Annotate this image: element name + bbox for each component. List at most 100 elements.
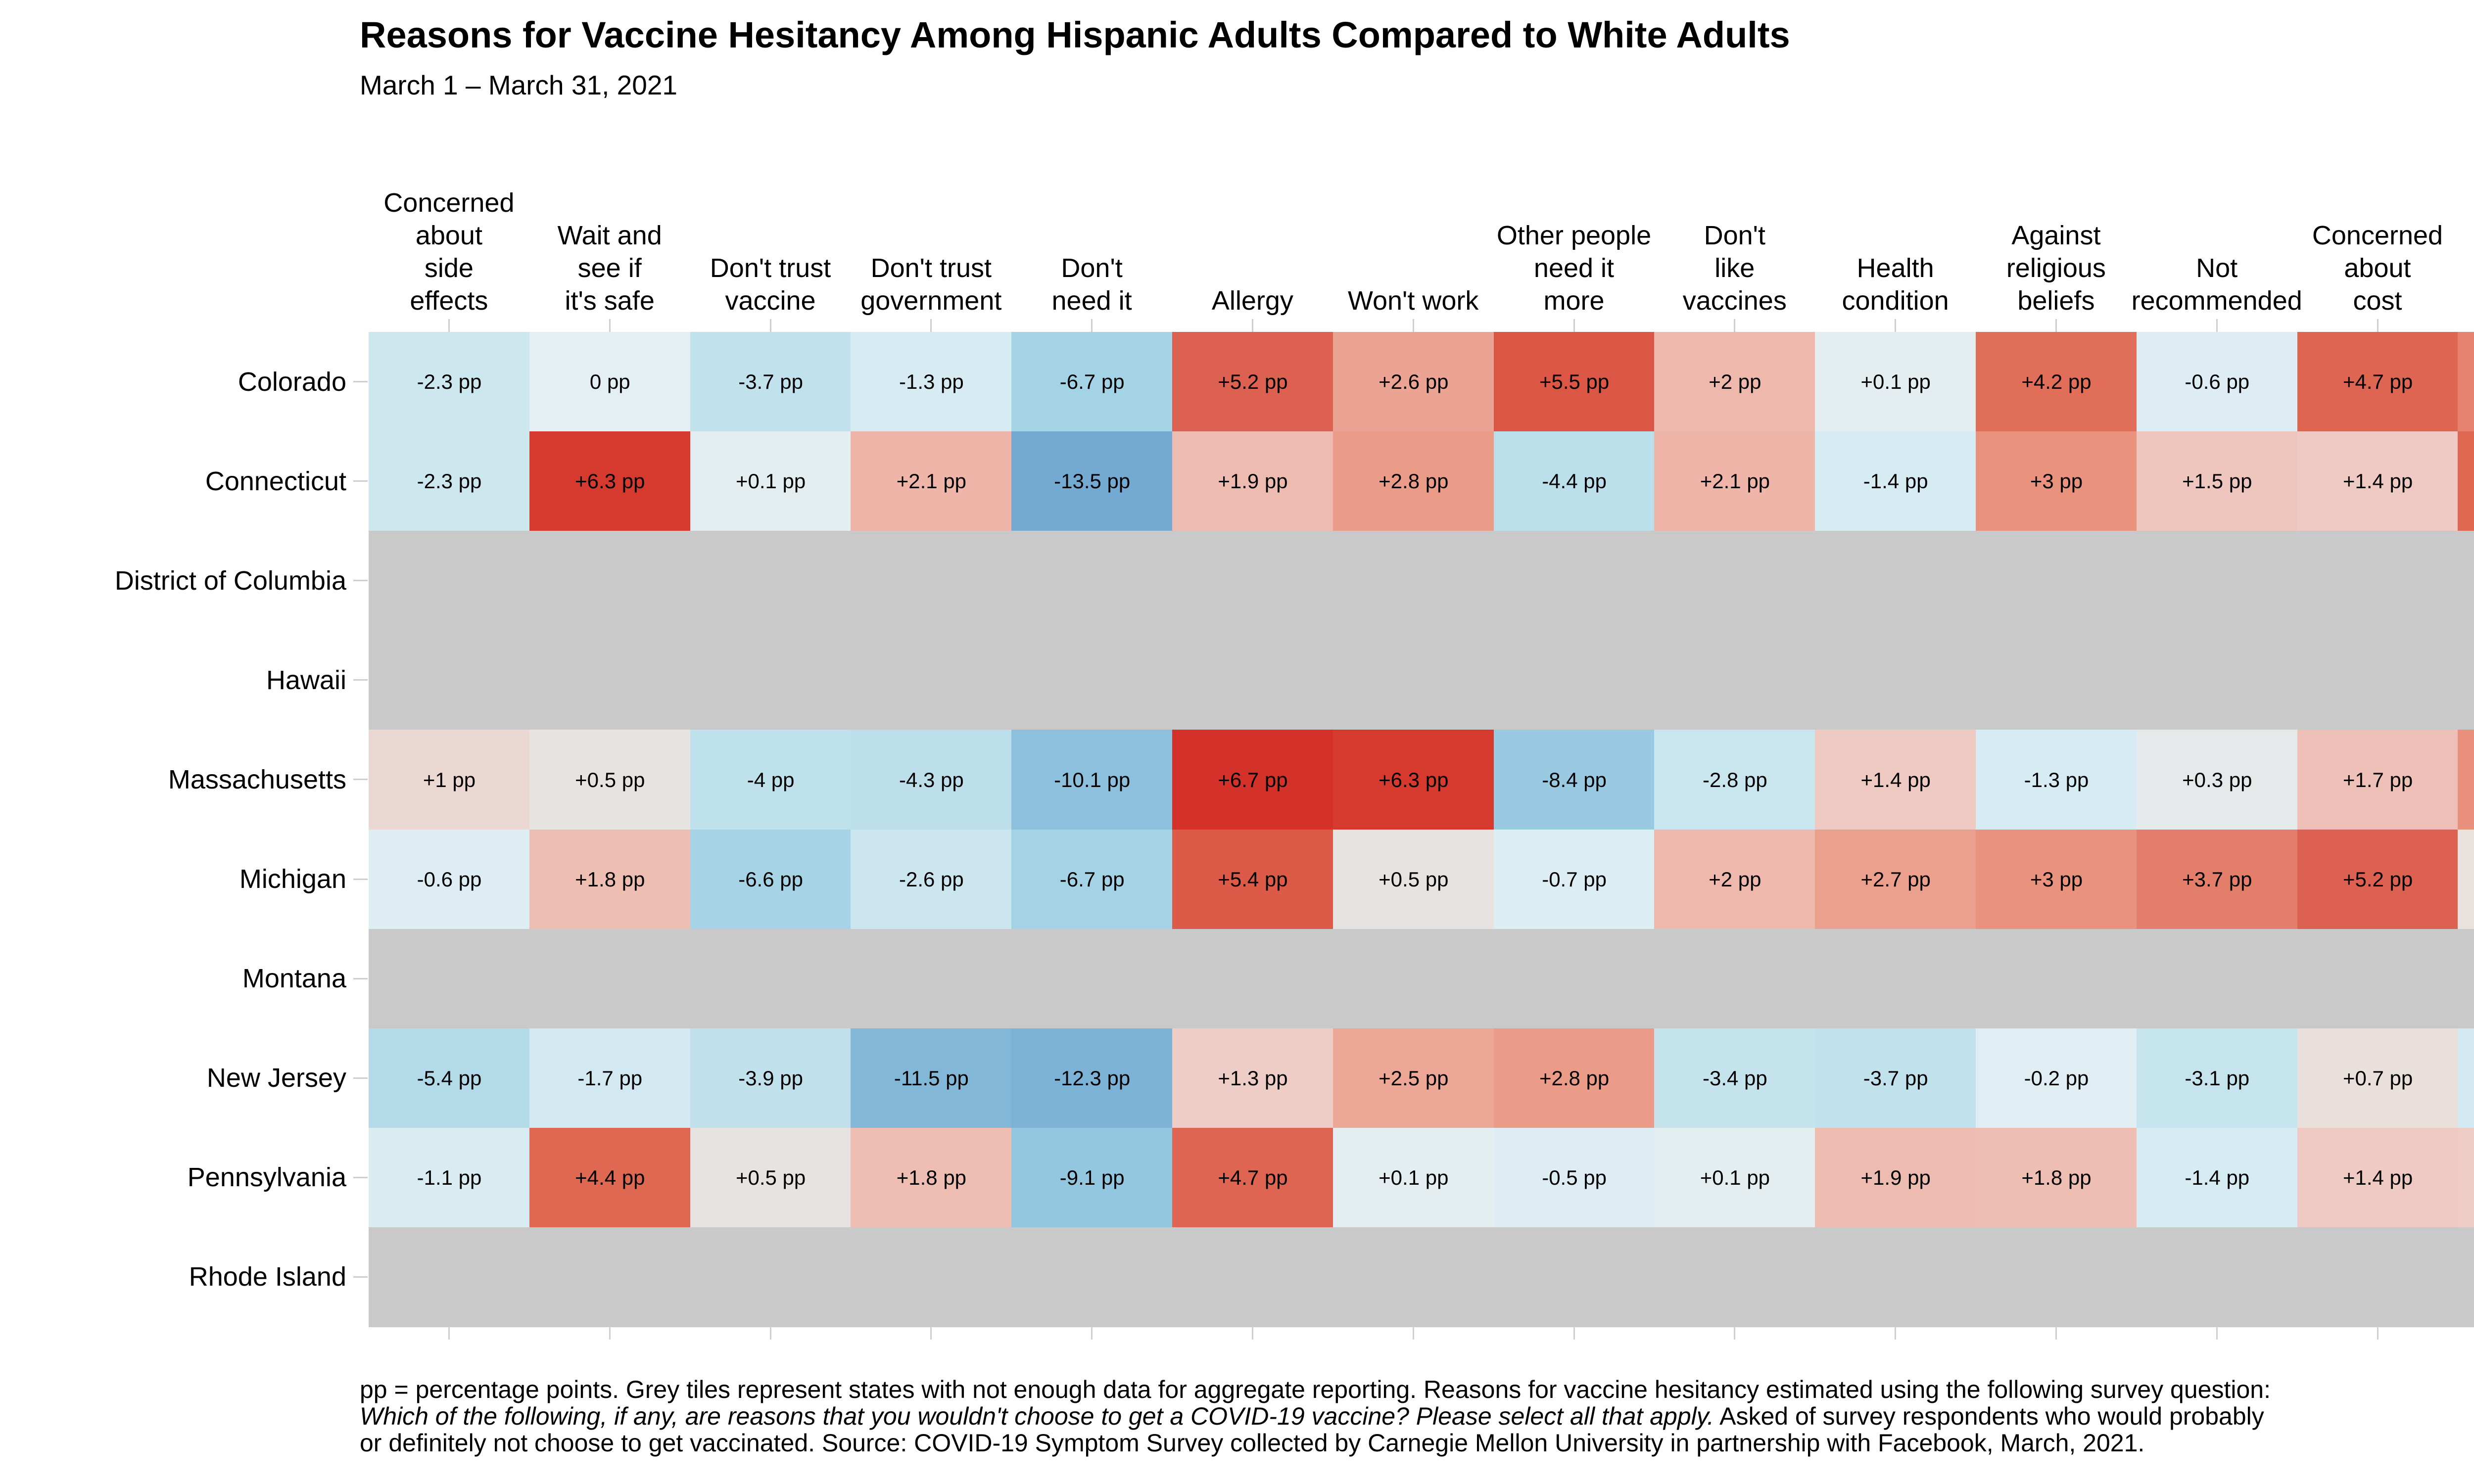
cell-value: +3 pp <box>2030 469 2083 493</box>
heatmap-cell <box>1976 531 2137 631</box>
heatmap-cell: +4.7 pp <box>2297 332 2459 432</box>
heatmap-cell: +1.8 pp <box>851 1127 1012 1228</box>
footnote-survey-question: Which of the following, if any, are reas… <box>360 1402 1714 1430</box>
cell-value: -1.3 pp <box>2024 768 2089 791</box>
column-header-4: Don't trust government <box>860 253 1002 316</box>
axis-tick-bottom <box>1895 1327 1897 1340</box>
heatmap-cell: -4 pp <box>690 730 852 830</box>
cell-value: +2.5 pp <box>1379 1066 1449 1090</box>
axis-tick-left <box>353 1077 368 1079</box>
heatmap-cell <box>1172 1227 1333 1328</box>
axis-tick-left <box>353 580 368 582</box>
cell-value: +1 pp <box>423 768 476 791</box>
heatmap-cell: -0.2 pp <box>1976 1028 2137 1128</box>
axis-tick-left <box>353 1276 368 1278</box>
heatmap-cell: +0.5 pp <box>529 730 691 830</box>
row-label-colorado: Colorado <box>238 367 346 397</box>
heatmap-cell <box>1976 1227 2137 1328</box>
cell-value: -1.7 pp <box>577 1066 643 1090</box>
cell-value: -4.4 pp <box>1542 469 1607 493</box>
heatmap-cell <box>690 531 852 631</box>
heatmap-cell <box>1332 928 1494 1029</box>
axis-tick-bottom <box>2216 1327 2218 1340</box>
heatmap-cell: -2.3 pp <box>369 332 530 432</box>
chart-title: Reasons for Vaccine Hesitancy Among Hisp… <box>360 14 1790 55</box>
heatmap-cell <box>690 928 852 1029</box>
cell-value: -0.6 pp <box>417 867 482 891</box>
axis-tick-top <box>930 319 932 332</box>
axis-tick-top <box>1734 319 1736 332</box>
heatmap-cell <box>2458 531 2474 631</box>
column-header-5: Don't need it <box>1051 253 1132 316</box>
cell-value: -1.1 pp <box>417 1165 482 1189</box>
axis-tick-top <box>2377 319 2379 332</box>
cell-value: +0.5 pp <box>575 768 645 791</box>
cell-value: +4.7 pp <box>2342 370 2413 394</box>
heatmap-cell: +0.1 pp <box>1815 332 1977 432</box>
cell-value: +2.8 pp <box>1379 469 1449 493</box>
heatmap-cell <box>529 1227 691 1328</box>
heatmap-cell: +3.1 pp <box>2458 730 2474 830</box>
heatmap-cell: +2.7 pp <box>1815 829 1977 929</box>
heatmap-cell: -4.4 pp <box>1493 431 1655 532</box>
cell-value: +1.8 pp <box>575 867 645 891</box>
cell-value: -6.7 pp <box>1059 370 1125 394</box>
column-header-14: Pregnancy <box>2410 284 2474 317</box>
footnote-line-2-rest: Asked of survey respondents who would pr… <box>1713 1402 2264 1430</box>
cell-value: -3.7 pp <box>1863 1066 1928 1090</box>
cell-value: -13.5 pp <box>1054 469 1131 493</box>
heatmap-cell <box>690 630 852 731</box>
cell-value: 0 pp <box>589 370 630 394</box>
row-label-massachusetts: Massachusetts <box>168 764 346 794</box>
axis-tick-bottom <box>448 1327 450 1340</box>
heatmap-cell: +1.4 pp <box>2297 431 2459 532</box>
cell-value: +1.4 pp <box>1860 768 1931 791</box>
cell-value: +4.7 pp <box>1218 1165 1288 1189</box>
heatmap-cell: +1.9 pp <box>1172 431 1333 532</box>
cell-value: +2.6 pp <box>1379 370 1449 394</box>
cell-value: +1.9 pp <box>1860 1165 1931 1189</box>
cell-value: -3.9 pp <box>738 1066 803 1090</box>
axis-tick-top <box>2055 319 2057 332</box>
cell-value: +3.7 pp <box>2182 867 2252 891</box>
column-header-3: Don't trust vaccine <box>710 253 831 316</box>
heatmap-cell <box>2297 928 2459 1029</box>
cell-value: +1.4 pp <box>2342 469 2413 493</box>
cell-value: -10.1 pp <box>1054 768 1131 791</box>
heatmap-cell <box>1332 531 1494 631</box>
cell-value: +4.2 pp <box>2021 370 2092 394</box>
cell-value: +6.3 pp <box>1379 768 1449 791</box>
heatmap-cell <box>2136 1227 2298 1328</box>
cell-value: -6.6 pp <box>738 867 803 891</box>
heatmap-cell: +2.6 pp <box>1332 332 1494 432</box>
cell-value: +1.8 pp <box>2021 1165 2092 1189</box>
column-header-7: Won't work <box>1347 286 1479 316</box>
cell-value: +5.4 pp <box>1218 867 1288 891</box>
heatmap-cell <box>2136 630 2298 731</box>
footnote-line-1: pp = percentage points. Grey tiles repre… <box>360 1376 2271 1403</box>
heatmap-cell: +4.7 pp <box>1172 1127 1333 1228</box>
heatmap-cell <box>1172 531 1333 631</box>
cell-value: +2.1 pp <box>896 469 967 493</box>
heatmap-cell: +2.8 pp <box>1332 431 1494 532</box>
heatmap-cell: -3.9 pp <box>690 1028 852 1128</box>
heatmap-cell: -1.3 pp <box>1976 730 2137 830</box>
heatmap-cell <box>1976 630 2137 731</box>
heatmap-cell: +1.3 pp <box>2458 1127 2474 1228</box>
heatmap-cell: -2.6 pp <box>851 829 1012 929</box>
heatmap-cell: +2 pp <box>1654 332 1816 432</box>
heatmap-cell: +0.6 pp <box>2458 829 2474 929</box>
heatmap-cell: -11.5 pp <box>851 1028 1012 1128</box>
row-label-hawaii: Hawaii <box>266 665 346 695</box>
heatmap-cell <box>1332 630 1494 731</box>
heatmap-cell <box>2136 928 2298 1029</box>
heatmap-cell: -9.1 pp <box>1011 1127 1173 1228</box>
heatmap-cell: +3.5 pp <box>2458 332 2474 432</box>
heatmap-cell: +1.9 pp <box>1815 1127 1977 1228</box>
heatmap-cell <box>1815 630 1977 731</box>
heatmap-cell <box>1172 928 1333 1029</box>
cell-value: +0.1 pp <box>735 469 806 493</box>
cell-value: -0.6 pp <box>2185 370 2250 394</box>
heatmap-cell <box>1815 1227 1977 1328</box>
heatmap-cell <box>1332 1227 1494 1328</box>
